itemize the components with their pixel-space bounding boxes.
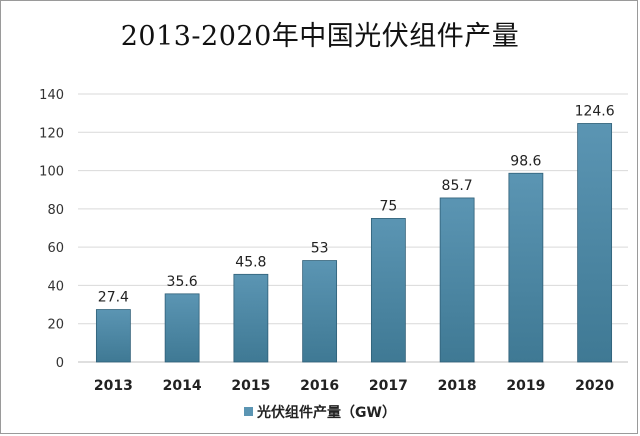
y-tick-label: 100 (39, 165, 64, 180)
bar-2018 (439, 197, 475, 363)
x-tick-label-2014: 2014 (163, 378, 202, 394)
legend-label: 光伏组件产量（G (257, 405, 367, 421)
bar-2019 (508, 172, 544, 363)
legend: 光伏组件产量（GW） (0, 402, 640, 422)
data-label-2013: 27.4 (98, 290, 129, 306)
data-label-2017: 75 (379, 198, 397, 214)
legend-unit-glyph: W） (366, 405, 396, 421)
x-tick-label-2013: 2013 (94, 378, 133, 394)
x-tick-label-2016: 2016 (300, 378, 339, 394)
y-tick-label: 60 (47, 241, 64, 256)
data-label-2016: 53 (311, 241, 329, 257)
bar-2017 (370, 218, 406, 363)
x-tick-label-2018: 2018 (438, 378, 477, 394)
x-tick-label-2015: 2015 (231, 378, 270, 394)
data-label-2018: 85.7 (442, 178, 473, 194)
y-tick-label: 140 (39, 88, 64, 103)
bar-2020 (577, 123, 613, 363)
y-tick-label: 80 (47, 203, 64, 218)
bar-2014 (164, 293, 200, 363)
bar-2013 (95, 309, 131, 363)
chart-title: 2013-2020年中国光伏组件产量 (120, 21, 520, 52)
y-tick-label: 0 (56, 356, 64, 371)
data-label-2020: 124.6 (575, 103, 615, 119)
bar-2016 (302, 260, 338, 363)
x-tick-label-2017: 2017 (369, 378, 408, 394)
y-tick-label: 120 (39, 126, 64, 141)
x-tick-label-2019: 2019 (506, 378, 545, 394)
data-label-2019: 98.6 (510, 153, 541, 169)
data-label-2014: 35.6 (167, 274, 198, 290)
x-tick-label-2020: 2020 (575, 378, 614, 394)
y-tick-label: 40 (47, 279, 64, 294)
bar-2015 (233, 273, 269, 363)
y-tick-label: 20 (47, 318, 64, 333)
legend-swatch (244, 407, 254, 416)
data-label-2015: 45.8 (235, 254, 266, 270)
